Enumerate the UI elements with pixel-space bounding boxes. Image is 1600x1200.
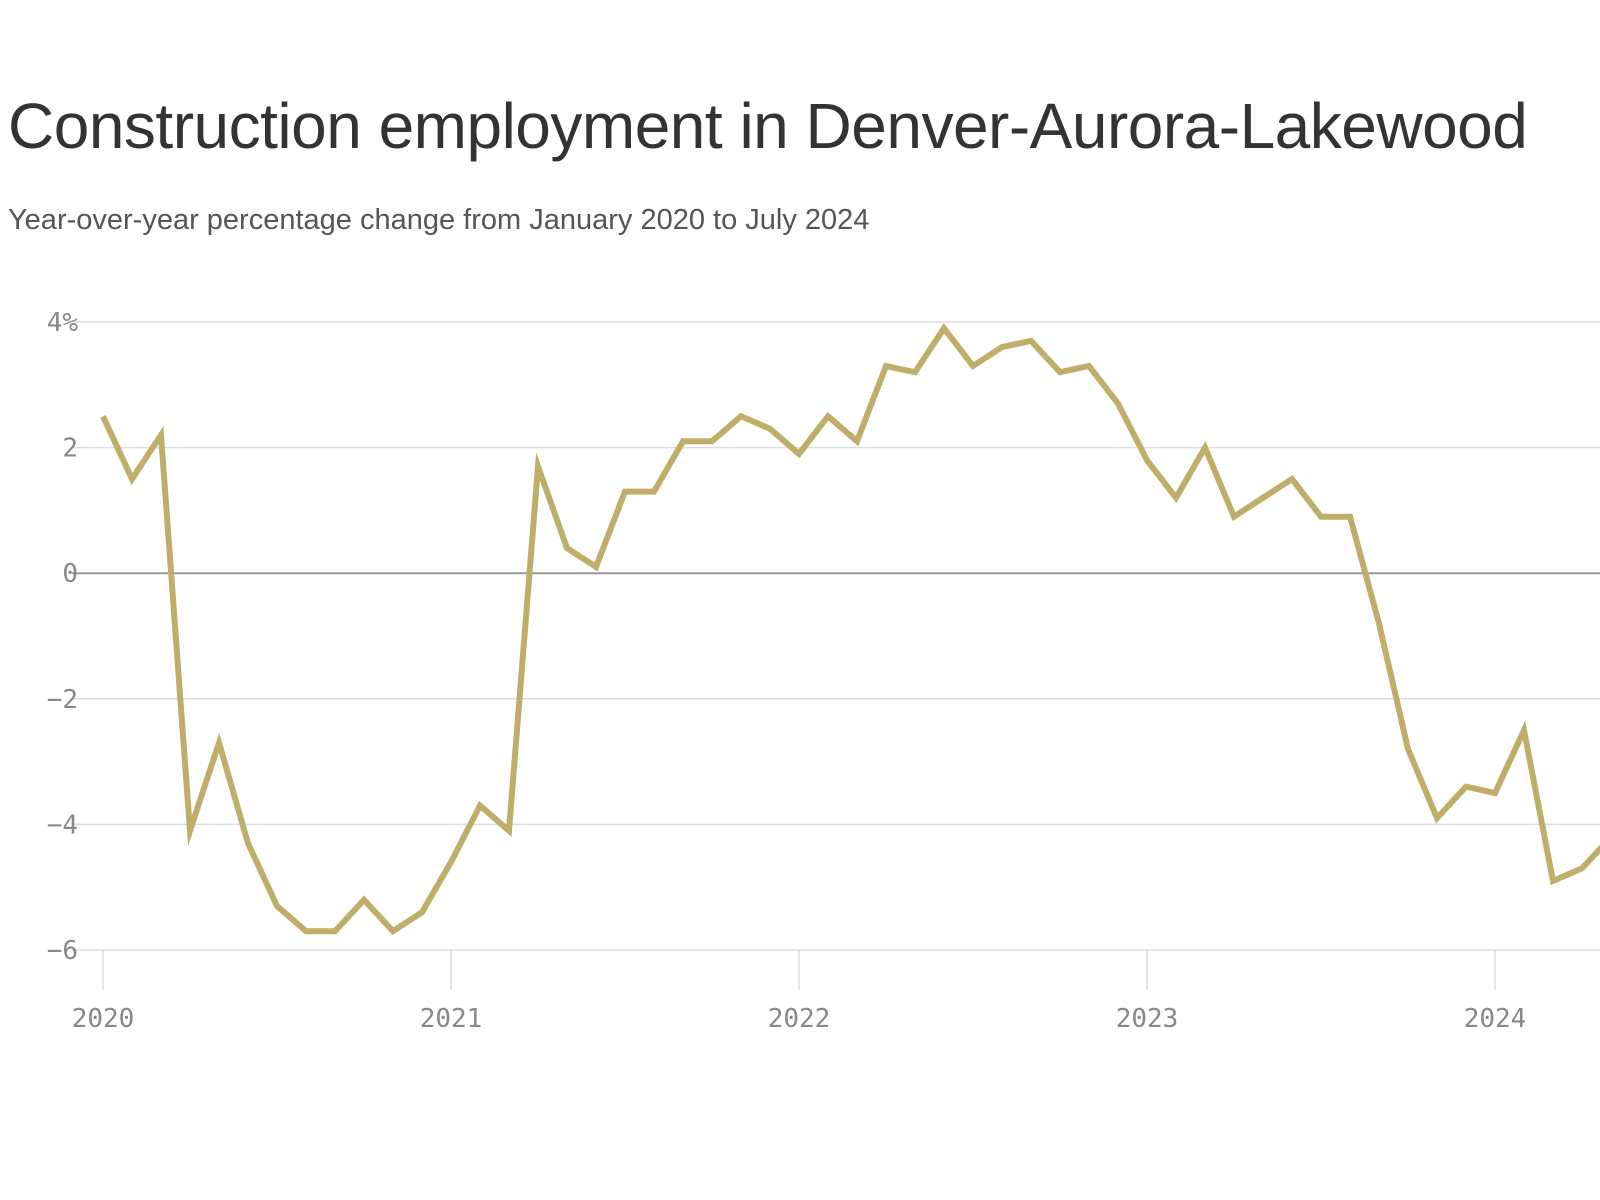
grid-layer xyxy=(72,321,1600,990)
y-tick-label: 4% xyxy=(47,308,79,338)
chart-subtitle: Year-over-year percentage change from Ja… xyxy=(8,204,870,236)
y-tick-label: 0 xyxy=(62,559,78,589)
y-tick-label: −6 xyxy=(47,936,78,966)
series-line xyxy=(100,323,1600,936)
label-layer: 4% 2 0 −2 −4 −6 2020 2021 2022 2023 2024 xyxy=(47,308,1527,1034)
y-tick-label: −2 xyxy=(47,685,78,715)
x-tick-label: 2023 xyxy=(1116,1004,1179,1034)
x-tick-label: 2021 xyxy=(420,1004,483,1034)
y-tick-label: −4 xyxy=(47,810,78,840)
x-tick-label: 2020 xyxy=(72,1004,135,1034)
x-tick-label: 2022 xyxy=(768,1004,831,1034)
line-layer xyxy=(100,323,1600,936)
chart-title: Construction employment in Denver-Aurora… xyxy=(8,90,1528,162)
x-tick-label: 2024 xyxy=(1464,1004,1527,1034)
y-tick-label: 2 xyxy=(62,434,78,464)
